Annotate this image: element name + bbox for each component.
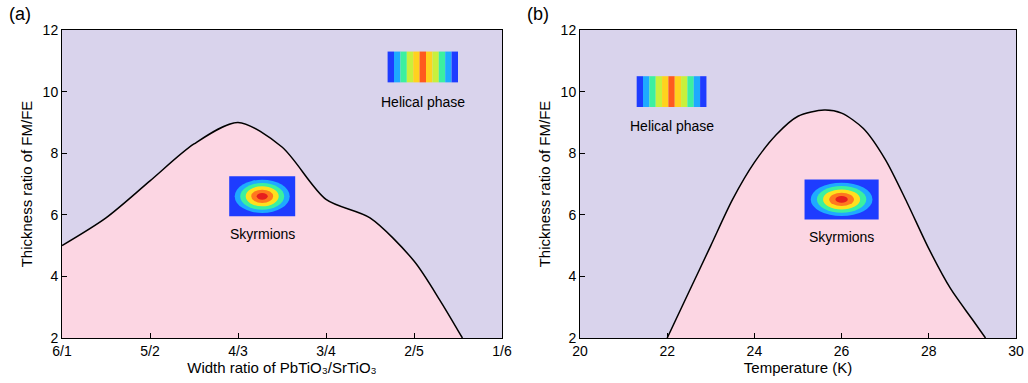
svg-text:8: 8	[50, 145, 58, 161]
svg-text:4: 4	[568, 268, 576, 284]
svg-text:Helical phase: Helical phase	[381, 94, 465, 110]
svg-text:Temperature (K): Temperature (K)	[744, 359, 852, 376]
svg-text:(b): (b)	[527, 4, 549, 24]
svg-text:6/1: 6/1	[52, 343, 72, 359]
svg-text:Thickness ratio of FM/FE: Thickness ratio of FM/FE	[536, 101, 553, 268]
svg-text:2: 2	[50, 330, 58, 346]
svg-text:26: 26	[834, 343, 850, 359]
svg-text:3/4: 3/4	[316, 343, 336, 359]
svg-text:(a): (a)	[9, 4, 31, 24]
svg-text:Helical phase: Helical phase	[630, 118, 714, 134]
svg-text:20: 20	[572, 343, 588, 359]
svg-text:Width ratio of PbTiO₃/SrTiO₃: Width ratio of PbTiO₃/SrTiO₃	[187, 359, 376, 376]
svg-text:22: 22	[659, 343, 675, 359]
svg-text:10: 10	[43, 84, 59, 100]
svg-text:6: 6	[568, 207, 576, 223]
svg-text:2/5: 2/5	[404, 343, 424, 359]
svg-text:30: 30	[1008, 343, 1024, 359]
svg-text:Skyrmions: Skyrmions	[809, 229, 874, 245]
svg-text:24: 24	[747, 343, 763, 359]
svg-text:5/2: 5/2	[140, 343, 160, 359]
svg-text:10: 10	[561, 84, 577, 100]
svg-text:1/6: 1/6	[492, 343, 512, 359]
svg-text:4: 4	[50, 268, 58, 284]
svg-text:4/3: 4/3	[228, 343, 248, 359]
svg-text:12: 12	[43, 22, 59, 38]
svg-text:Skyrmions: Skyrmions	[230, 226, 295, 242]
svg-text:8: 8	[568, 145, 576, 161]
svg-text:Thickness ratio of FM/FE: Thickness ratio of FM/FE	[18, 101, 35, 268]
svg-text:12: 12	[561, 22, 577, 38]
svg-text:6: 6	[50, 207, 58, 223]
svg-text:2: 2	[568, 330, 576, 346]
svg-text:28: 28	[921, 343, 937, 359]
